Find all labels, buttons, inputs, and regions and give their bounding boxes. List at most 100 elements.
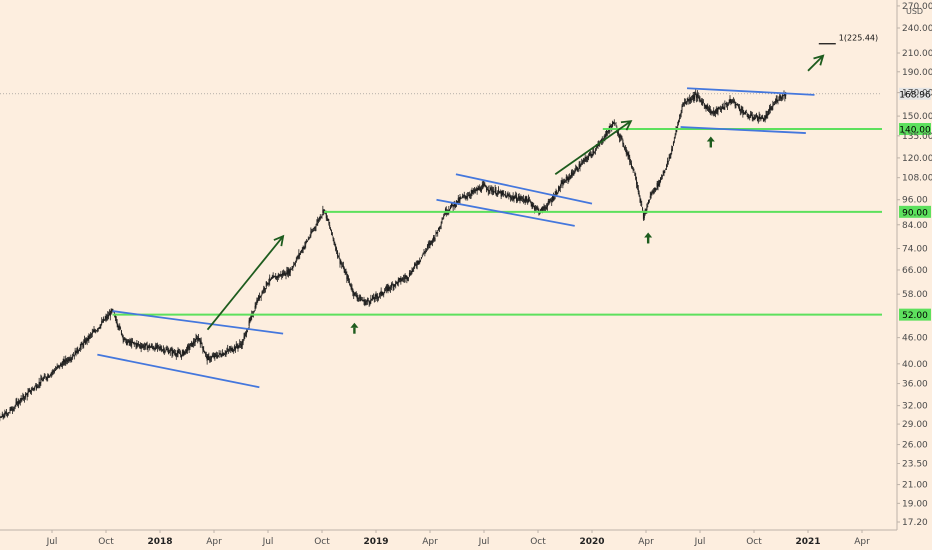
candle <box>656 180 658 190</box>
candle-body <box>566 177 568 179</box>
candle-body <box>534 206 536 210</box>
candle <box>470 189 472 199</box>
candle-body <box>150 347 152 348</box>
candle-body <box>150 345 152 348</box>
candle-body <box>170 349 172 351</box>
candle-body <box>527 199 529 204</box>
candle <box>31 386 33 391</box>
candle-body <box>26 394 28 397</box>
candle <box>100 323 102 329</box>
candle-body <box>84 339 86 343</box>
candle <box>105 313 107 323</box>
candle-body <box>315 226 317 228</box>
candle-body <box>584 157 586 161</box>
candle <box>530 201 532 207</box>
candle-body <box>478 188 480 190</box>
candle <box>167 346 169 353</box>
candle-body <box>156 344 158 348</box>
candle-body <box>138 344 140 346</box>
candle-body <box>411 269 413 273</box>
trend-arrow-shaft <box>206 235 284 331</box>
candle <box>166 345 168 351</box>
candle-body <box>318 219 320 222</box>
candle-body <box>209 357 211 361</box>
candle <box>148 344 150 349</box>
candle <box>626 149 628 156</box>
candle-body <box>295 259 297 262</box>
candle-body <box>667 161 669 162</box>
candle-body <box>59 365 61 368</box>
candle-body <box>531 204 533 207</box>
candle-body <box>96 329 98 331</box>
candle-body <box>742 110 744 115</box>
candle <box>24 392 26 400</box>
trend-arrow-shaft <box>554 120 632 175</box>
candle-body <box>262 291 264 293</box>
candle <box>674 133 676 139</box>
candle <box>625 146 627 157</box>
candle-body <box>210 359 212 361</box>
candle <box>200 337 202 345</box>
candle-body <box>609 125 611 129</box>
candle-body <box>744 112 746 115</box>
candle-body <box>311 232 313 233</box>
candle-body <box>689 98 691 100</box>
candle <box>735 102 737 109</box>
candle <box>22 392 24 400</box>
candle <box>657 180 659 191</box>
candle <box>500 190 502 200</box>
candle-body <box>17 402 19 406</box>
candle <box>709 106 711 115</box>
candle <box>115 316 117 324</box>
candle-body <box>144 343 146 347</box>
candle <box>714 109 716 118</box>
candle <box>203 346 205 353</box>
candle-body <box>642 212 644 220</box>
candle <box>649 191 651 200</box>
candle-body <box>348 281 350 283</box>
candle-body <box>455 205 457 206</box>
candle <box>588 153 590 161</box>
candle <box>282 270 284 278</box>
candle <box>628 150 630 160</box>
candle <box>138 343 140 349</box>
candle <box>717 106 719 116</box>
candle-body <box>42 379 44 382</box>
candle <box>108 309 110 316</box>
candle-body <box>188 346 190 349</box>
candle-body <box>759 116 761 119</box>
candle <box>370 294 372 304</box>
candle-body <box>88 336 90 339</box>
candle <box>759 113 761 120</box>
candle <box>151 343 153 350</box>
candle-body <box>671 148 673 152</box>
candle-body <box>471 190 473 193</box>
x-axis[interactable]: Jul Oct 2018 Apr Jul Oct 2019 Apr Jul Oct 2020 Apr J… <box>0 529 897 547</box>
candle-body <box>396 281 398 283</box>
candle <box>127 338 129 343</box>
candle-body <box>436 232 438 234</box>
candle <box>291 265 293 270</box>
candle <box>432 238 434 247</box>
candle <box>134 342 136 345</box>
candle-body <box>521 196 523 199</box>
candle <box>50 372 52 378</box>
candle-body <box>634 171 636 176</box>
x-tick-label: Jul <box>262 537 274 547</box>
candle-body <box>299 253 301 255</box>
candle-body <box>706 104 708 109</box>
candle <box>592 148 594 157</box>
candle <box>349 283 351 287</box>
candle-body <box>263 288 265 291</box>
candle <box>504 194 506 196</box>
candle-body <box>612 121 614 127</box>
candle-body <box>600 139 602 142</box>
y-axis[interactable]: 17.2019.0021.0023.5026.0029.0032.0036.00… <box>896 0 932 530</box>
candle <box>97 327 99 332</box>
candle <box>303 246 305 250</box>
candle-body <box>257 299 259 302</box>
candle <box>494 184 496 194</box>
candle-body <box>450 203 452 207</box>
candle-body <box>102 321 104 323</box>
candle <box>201 342 203 349</box>
